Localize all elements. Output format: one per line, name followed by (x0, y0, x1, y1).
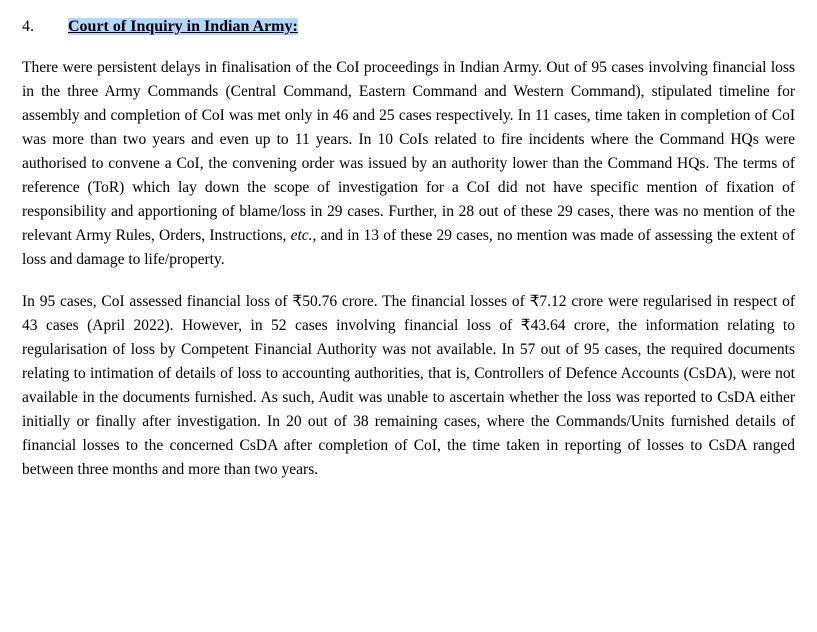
section-title: Court of Inquiry in Indian Army: (68, 18, 298, 35)
paragraph-2: In 95 cases, CoI assessed financial loss… (22, 290, 795, 482)
paragraph-1-part1: There were persistent delays in finalisa… (22, 59, 795, 244)
paragraph-1-italic: etc., (291, 227, 317, 244)
paragraph-1: There were persistent delays in finalisa… (22, 56, 795, 272)
section-header: 4. Court of Inquiry in Indian Army: (22, 18, 795, 36)
section-number: 4. (22, 18, 34, 35)
